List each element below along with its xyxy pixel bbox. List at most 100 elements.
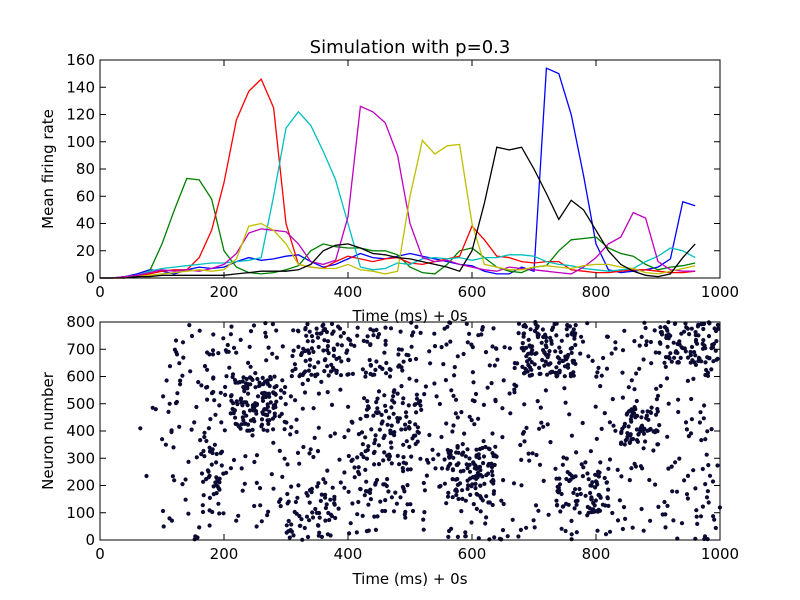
spike-point (534, 452, 539, 458)
spike-point (432, 331, 437, 336)
spike-point (338, 373, 344, 378)
spike-point (560, 504, 566, 509)
spike-point (710, 342, 715, 347)
spike-point (431, 457, 436, 462)
spike-point (310, 515, 316, 520)
spike-point (662, 325, 668, 330)
spike-point (317, 515, 322, 520)
spike-point (474, 447, 479, 452)
spike-point (670, 489, 675, 494)
spike-point (352, 343, 357, 348)
spike-point (414, 378, 419, 383)
spike-point (240, 379, 245, 384)
spike-point (666, 466, 671, 471)
spike-point (335, 342, 340, 347)
bottom-y-tick-label: 700 (66, 340, 95, 358)
spike-point (667, 356, 672, 361)
spike-point (202, 364, 208, 369)
spike-point (361, 454, 366, 460)
spike-point (254, 524, 259, 529)
spike-point (480, 474, 485, 479)
spike-point (169, 429, 174, 435)
spike-point (280, 378, 285, 383)
spike-point (291, 533, 296, 538)
spike-point (545, 372, 550, 377)
spike-point (376, 443, 381, 448)
spike-point (167, 401, 172, 406)
spike-point (161, 524, 166, 529)
spike-point (501, 501, 506, 507)
spike-point (376, 462, 382, 467)
spike-point (427, 349, 432, 354)
spike-point (537, 462, 543, 467)
spike-point (328, 369, 334, 374)
spike-point (325, 364, 330, 369)
spike-point (524, 525, 529, 530)
spike-point (699, 322, 704, 327)
spike-point (306, 368, 311, 373)
spike-point (627, 478, 632, 483)
spike-point (673, 350, 678, 355)
spike-point (450, 477, 455, 482)
spike-point (235, 402, 240, 407)
spike-point (554, 503, 560, 508)
spike-point (354, 530, 359, 535)
spike-point (660, 512, 665, 517)
spike-point (569, 537, 574, 542)
spike-point (641, 446, 646, 451)
spike-point (296, 483, 301, 488)
spike-point (206, 426, 211, 431)
spike-point (331, 329, 336, 334)
spike-point (674, 489, 680, 494)
spike-point (210, 348, 216, 353)
spike-point (295, 450, 301, 455)
spike-point (685, 355, 691, 360)
spike-point (219, 449, 225, 454)
spike-point (260, 391, 265, 396)
spike-point (649, 361, 654, 366)
spike-point (521, 331, 527, 336)
spike-point (647, 428, 652, 433)
spike-point (634, 398, 639, 404)
spike-point (259, 519, 264, 524)
spike-point (282, 390, 287, 395)
spike-point (689, 344, 695, 350)
spike-point (710, 479, 716, 484)
spike-point (623, 438, 628, 443)
spike-point (373, 367, 378, 372)
spike-point (460, 442, 465, 447)
spike-point (389, 423, 394, 428)
spike-point (569, 345, 575, 351)
top-y-tick-label: 120 (66, 106, 95, 124)
spike-point (265, 513, 270, 518)
spike-point (316, 391, 321, 396)
spike-point (382, 350, 387, 355)
spike-point (455, 354, 460, 359)
spike-point (620, 348, 626, 353)
spike-point (543, 388, 549, 393)
spike-point (323, 505, 328, 511)
spike-point (406, 403, 411, 408)
spike-point (300, 381, 305, 387)
spike-point (656, 442, 661, 447)
spike-point (224, 374, 229, 379)
spike-point (493, 346, 499, 351)
spike-point (221, 511, 226, 516)
spike-point (560, 462, 566, 467)
spike-point (407, 420, 412, 425)
spike-point (432, 344, 438, 349)
spike-point (306, 348, 311, 353)
spike-point (337, 326, 343, 331)
spike-point (331, 353, 336, 358)
spike-point (466, 483, 471, 488)
spike-point (700, 346, 706, 351)
spike-point (651, 448, 656, 453)
spike-point (294, 417, 299, 422)
spike-point (246, 360, 251, 365)
spike-point (310, 510, 315, 515)
spike-point (324, 329, 329, 335)
spike-point (377, 364, 382, 369)
spike-point (711, 514, 716, 519)
spike-point (391, 411, 396, 416)
